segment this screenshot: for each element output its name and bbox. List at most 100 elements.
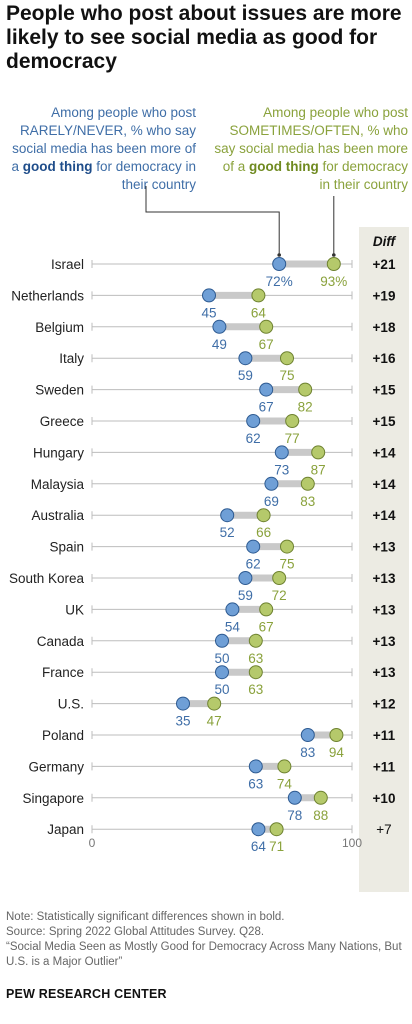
dot-rarely: [251, 822, 266, 837]
value-label-sometimes: 75: [279, 557, 294, 572]
value-label-rarely: 59: [238, 588, 253, 603]
value-label-sometimes: 47: [207, 714, 222, 729]
country-label: Japan: [47, 822, 84, 837]
country-label: Belgium: [35, 320, 84, 335]
diff-value: +13: [373, 602, 396, 617]
country-label: Israel: [51, 257, 84, 272]
diff-value: +18: [373, 320, 396, 335]
value-label-sometimes: 67: [259, 337, 274, 352]
dot-rarely: [176, 696, 190, 711]
dot-rarely: [238, 351, 253, 366]
country-label: Malaysia: [31, 477, 85, 492]
value-label-sometimes: 83: [300, 494, 315, 509]
diff-value: +15: [373, 414, 396, 429]
source-line: Source: Spring 2022 Global Attitudes Sur…: [6, 926, 265, 938]
dot-sometimes: [329, 728, 344, 742]
dot-sometimes: [280, 351, 294, 366]
dot-sometimes: [313, 790, 328, 805]
diff-value: +13: [373, 540, 396, 555]
legend-rarely-bold: good thing: [22, 159, 93, 174]
country-label: Italy: [59, 351, 84, 366]
diff-value: +14: [373, 508, 396, 523]
value-label-rarely: 50: [214, 651, 229, 666]
value-label-rarely: 64: [251, 839, 267, 854]
dot-sometimes: [311, 445, 326, 460]
diff-header: Diff: [373, 234, 397, 249]
dot-sometimes: [259, 602, 274, 617]
chart-title: People who post about issues are more li…: [6, 2, 402, 73]
value-label-sometimes: 75: [279, 368, 294, 383]
value-label-sometimes: 67: [259, 619, 274, 634]
dot-rarely: [238, 571, 253, 585]
value-label-sometimes: 64: [251, 305, 267, 320]
diff-column-bg: [359, 227, 409, 892]
legend-sometimes-post: for democracy in their country: [318, 159, 408, 192]
diff-value: +21: [373, 257, 396, 272]
diff-value: +13: [373, 571, 396, 586]
diff-value: +13: [373, 634, 396, 649]
value-label-rarely: 49: [212, 337, 227, 352]
value-label-rarely: 59: [238, 368, 253, 383]
note-line: Note: Statistically significant differen…: [6, 911, 285, 923]
dot-rarely: [215, 633, 229, 648]
legend-sometimes-pre: Among people who post SOMETIMES/OFTEN, %…: [214, 105, 408, 174]
country-label: Hungary: [33, 445, 84, 460]
dot-sometimes: [269, 822, 284, 837]
legend-sometimes: Among people who post SOMETIMES/OFTEN, %…: [212, 104, 408, 194]
value-label-rarely: 83: [300, 745, 315, 760]
value-label-rarely: 69: [264, 494, 279, 509]
dot-sometimes: [256, 508, 271, 523]
value-label-sometimes: 63: [248, 682, 263, 697]
value-label-rarely: 52: [220, 525, 235, 540]
country-label: France: [42, 665, 84, 680]
value-label-sometimes: 66: [256, 525, 271, 540]
diff-value: +11: [373, 728, 396, 743]
country-label: South Korea: [9, 571, 85, 586]
dot-sometimes: [272, 571, 287, 585]
value-label-rarely: 72%: [266, 274, 293, 289]
dot-sometimes: [251, 288, 266, 303]
footer-brand: PEW RESEARCH CENTER: [6, 987, 167, 1001]
dot-sometimes: [298, 382, 313, 397]
dot-sometimes: [248, 633, 263, 648]
diff-value: +7: [376, 822, 391, 837]
report-title-line: “Social Media Seen as Mostly Good for De…: [6, 941, 402, 968]
legend-rarely-pre: Among people who post RARELY/NEVER, % wh…: [11, 105, 196, 174]
country-label: UK: [65, 602, 84, 617]
dot-rarely: [202, 288, 216, 303]
diff-value: +14: [373, 445, 396, 460]
dot-rarely: [259, 382, 274, 397]
dot-chart: Diff Israel 72% 93% +21 Netherlands 45 64 +19 Bel…: [9, 186, 409, 892]
dot-sometimes: [285, 414, 300, 428]
dot-rarely: [246, 414, 261, 428]
country-label: Poland: [42, 728, 84, 743]
dot-rarely: [225, 602, 240, 617]
dot-rarely: [300, 728, 315, 742]
dot-rarely: [248, 759, 263, 774]
diff-value: +14: [373, 477, 396, 492]
connector-dot-rarely: [277, 253, 282, 257]
diff-value: +13: [373, 665, 396, 680]
dot-sometimes: [248, 665, 263, 680]
dot-sometimes: [326, 257, 341, 271]
dot-sometimes: [259, 319, 274, 334]
country-label: Spain: [49, 540, 84, 555]
value-label-rarely: 35: [175, 714, 190, 729]
diff-value: +19: [373, 288, 396, 303]
country-label: Greece: [40, 414, 84, 429]
value-label-sometimes: 71: [269, 839, 284, 854]
value-label-rarely: 45: [201, 305, 216, 320]
dot-sometimes: [207, 696, 222, 711]
value-label-rarely: 78: [287, 808, 302, 823]
dot-sometimes: [280, 539, 294, 554]
legend-sometimes-bold: good thing: [248, 159, 319, 174]
value-label-sometimes: 94: [329, 745, 345, 760]
dot-rarely: [272, 257, 287, 271]
dot-rarely: [215, 665, 229, 680]
diff-value: +11: [373, 759, 396, 774]
dot-rarely: [274, 445, 289, 460]
value-label-sometimes: 63: [248, 651, 263, 666]
country-label: U.S.: [58, 697, 84, 712]
dot-sometimes: [300, 476, 315, 491]
dot-rarely: [220, 508, 235, 523]
